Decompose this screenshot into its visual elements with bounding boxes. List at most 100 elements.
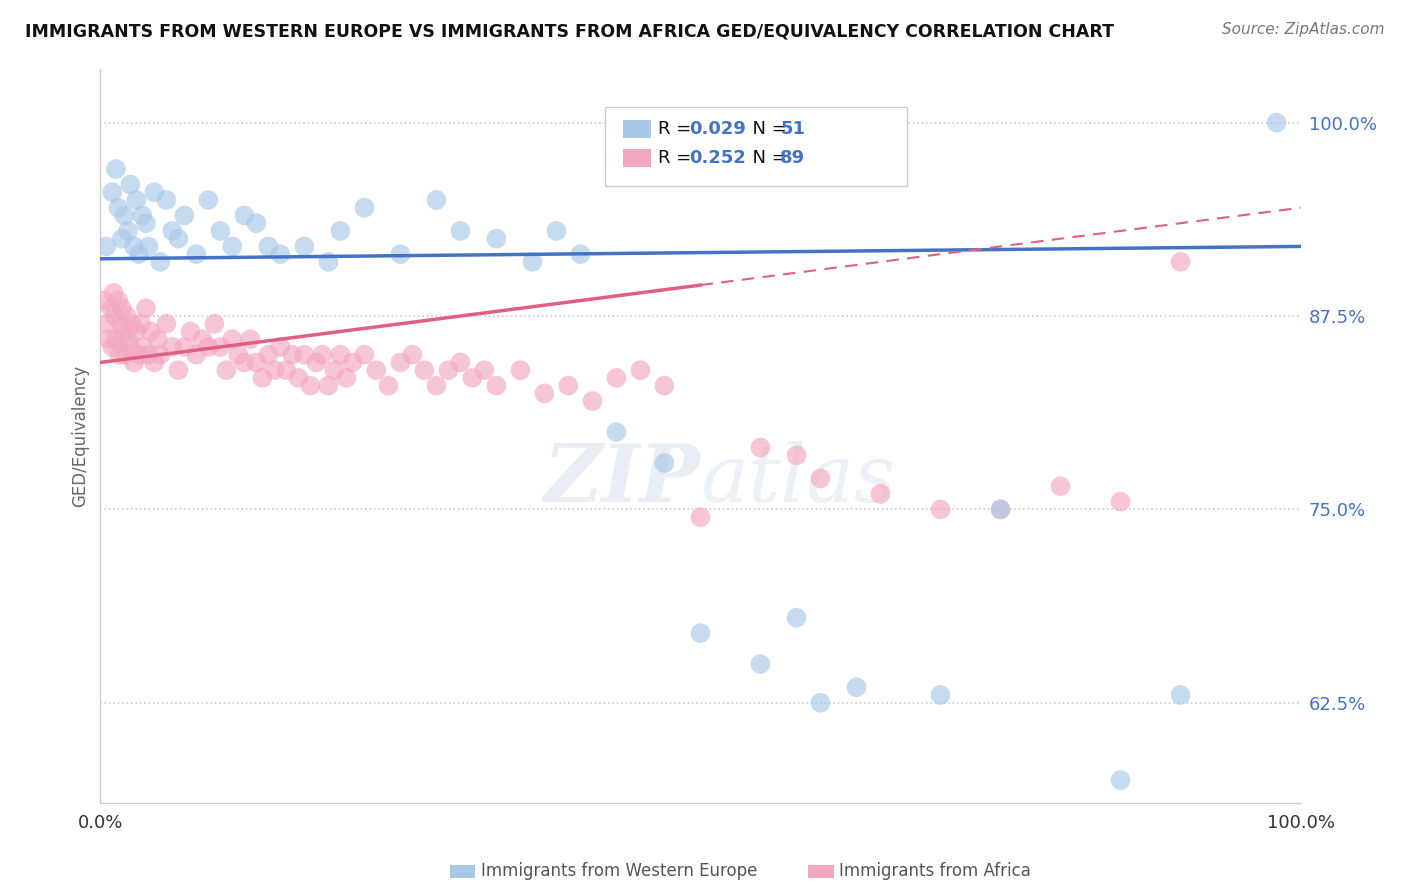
Point [110, 317, 132, 331]
Point [630, 363, 652, 377]
Point [111, 301, 134, 316]
Point [1170, 255, 1192, 269]
Point [155, 317, 177, 331]
Point [605, 371, 627, 385]
Point [186, 348, 208, 362]
Point [138, 239, 160, 253]
Point [546, 224, 568, 238]
Point [173, 209, 195, 223]
Point [93, 293, 115, 308]
Point [581, 394, 603, 409]
Point [114, 348, 136, 362]
Text: ZIP: ZIP [544, 442, 700, 519]
Point [311, 348, 333, 362]
Text: Source: ZipAtlas.com: Source: ZipAtlas.com [1222, 22, 1385, 37]
Point [485, 378, 508, 392]
Point [146, 332, 169, 346]
Point [323, 363, 346, 377]
Point [215, 363, 238, 377]
Point [111, 232, 134, 246]
Point [128, 348, 150, 362]
Text: 89: 89 [780, 149, 806, 167]
Point [869, 487, 891, 501]
Point [366, 363, 388, 377]
Point [101, 186, 124, 200]
Point [117, 332, 139, 346]
Point [209, 340, 232, 354]
Point [143, 186, 166, 200]
Point [437, 363, 460, 377]
Point [104, 162, 127, 177]
Text: N =: N = [741, 149, 793, 167]
Point [186, 247, 208, 261]
Point [245, 355, 267, 369]
Point [786, 448, 808, 462]
Point [749, 441, 772, 455]
Point [252, 371, 274, 385]
Point [197, 193, 219, 207]
Text: 51: 51 [780, 120, 806, 138]
Point [100, 301, 122, 316]
Point [179, 325, 201, 339]
Point [329, 348, 352, 362]
Point [654, 456, 676, 470]
Point [239, 332, 262, 346]
Point [104, 332, 127, 346]
Point [135, 301, 157, 316]
Point [299, 378, 322, 392]
Point [108, 348, 131, 362]
Point [269, 340, 291, 354]
Point [221, 239, 243, 253]
Point [143, 355, 166, 369]
Point [335, 371, 357, 385]
Text: R =: R = [658, 120, 697, 138]
Point [377, 378, 399, 392]
Point [353, 201, 375, 215]
Point [425, 193, 447, 207]
Point [122, 355, 145, 369]
Point [342, 355, 364, 369]
Point [929, 688, 952, 702]
Point [749, 657, 772, 671]
Point [689, 626, 711, 640]
Point [353, 348, 375, 362]
Point [115, 309, 138, 323]
Point [96, 317, 118, 331]
Text: atlas: atlas [700, 442, 896, 519]
Point [287, 371, 309, 385]
Point [305, 355, 328, 369]
Text: 0.029: 0.029 [689, 120, 745, 138]
Point [209, 224, 232, 238]
Point [449, 355, 471, 369]
Point [138, 348, 160, 362]
Point [121, 317, 143, 331]
Point [329, 224, 352, 238]
Point [129, 317, 152, 331]
Point [1265, 116, 1288, 130]
Point [1170, 688, 1192, 702]
Point [167, 232, 190, 246]
Point [318, 255, 340, 269]
Point [202, 317, 225, 331]
Point [292, 348, 315, 362]
Text: N =: N = [741, 120, 793, 138]
Point [125, 325, 148, 339]
Point [810, 471, 832, 485]
Point [245, 216, 267, 230]
Point [221, 332, 243, 346]
Text: Immigrants from Western Europe: Immigrants from Western Europe [481, 863, 758, 880]
Point [263, 363, 285, 377]
Point [1109, 494, 1132, 508]
Point [485, 232, 508, 246]
Point [162, 340, 184, 354]
Point [605, 425, 627, 439]
Point [654, 378, 676, 392]
Point [389, 247, 412, 261]
Point [281, 348, 304, 362]
Point [449, 224, 471, 238]
Text: Immigrants from Africa: Immigrants from Africa [839, 863, 1031, 880]
Point [128, 247, 150, 261]
Point [101, 340, 124, 354]
Point [122, 239, 145, 253]
Point [1109, 773, 1132, 788]
